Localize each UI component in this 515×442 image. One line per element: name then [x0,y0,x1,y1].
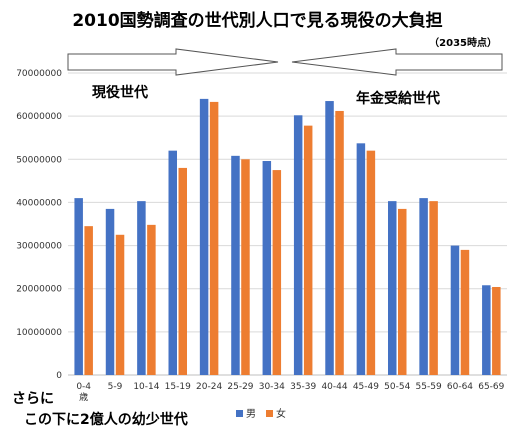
legend-swatch-male [236,410,243,417]
bar-male [105,208,115,375]
bar-female [115,234,125,375]
bar-male [74,198,83,375]
arrow-left [291,48,503,76]
bar-female [272,170,282,375]
x-category-label: 60-64 [447,382,473,392]
y-tick-label: 20000000 [16,285,62,295]
bar-male [450,245,460,375]
x-category-label: 0-4 [76,382,91,392]
bar-female [147,224,156,375]
chart-subtitle: （2035時点） [429,38,497,49]
bar-male [262,161,272,375]
y-tick-label: 50000000 [16,155,62,165]
x-category-label: 50-54 [384,382,410,392]
x-category-label: 20-24 [196,382,222,392]
y-tick-label: 60000000 [16,112,62,122]
arrow-right [67,48,279,76]
y-tick-label: 40000000 [16,198,62,208]
bar-male [168,150,177,375]
y-tick-label: 30000000 [16,242,62,252]
bar-female [492,286,501,375]
bar-female [209,101,219,376]
y-tick-label: 10000000 [16,328,62,338]
annotation-pension: 年金受給世代 [356,91,440,107]
gridlines [68,72,507,376]
x-category-label: 25-29 [227,382,253,392]
x-category-label: 5-9 [108,382,123,392]
bar-female [178,167,187,375]
x-category-label: 35-39 [290,382,316,392]
x-category-label: 30-34 [259,382,285,392]
x-category-label: 40-44 [321,382,347,392]
y-axis-ticks: 0 10000000 20000000 30000000 40000000 5000000… [16,69,62,381]
footer-line-1: さらに [12,391,54,407]
legend-label: 男 [246,408,256,420]
bar-male [388,201,397,375]
bar-female [429,201,438,375]
bar-female [335,110,344,376]
bar-female [84,226,93,375]
bar-female [460,249,470,375]
bar-male [199,98,209,375]
x-category-label: 55-59 [416,382,442,392]
bar-male [356,143,366,375]
bars [74,98,501,376]
legend: 男女 [236,407,286,420]
bar-female [366,150,376,375]
x-axis-categories: 0-4歳 5-9 10-14 15-19 20-24 25-29 30-34 35-39 40-… [76,382,504,403]
footer-line-2: この下に2億人の幼少世代 [24,412,188,428]
x-category-label: 歳 [79,391,88,403]
bar-female [398,208,407,375]
x-category-label: 10-14 [133,382,159,392]
y-tick-label: 70000000 [16,69,62,79]
bar-male [231,155,240,375]
annotation-workers: 現役世代 [92,85,148,101]
legend-swatch-female [266,410,273,417]
bar-male [482,285,491,375]
bar-male [293,115,303,375]
bar-female [303,125,313,376]
x-category-label: 15-19 [165,382,191,392]
y-tick-label: 0 [56,371,62,381]
x-category-label: 65-69 [478,382,504,392]
arrows [67,48,503,76]
legend-label: 女 [276,407,286,420]
bar-male [325,101,334,376]
bar-female [241,159,250,375]
bar-male [419,198,428,375]
chart-title: 2010国勢調査の世代別人口で見る現役の大負担 [72,11,443,31]
x-category-label: 45-49 [353,382,379,392]
bar-male [137,201,146,375]
